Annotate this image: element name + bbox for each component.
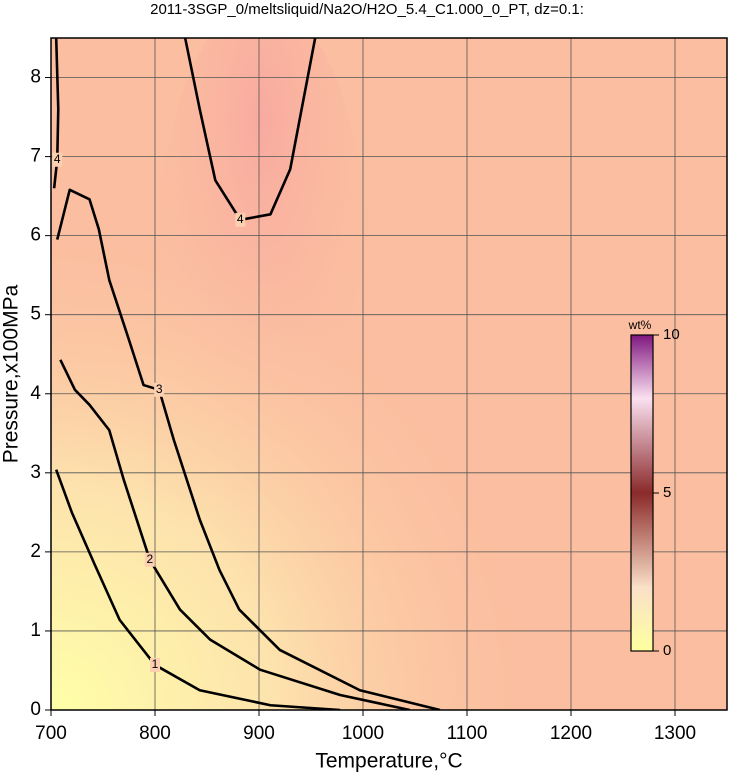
- contour-line: [54, 469, 341, 710]
- x-tick-label: 800: [139, 723, 171, 744]
- x-tick-label: 1300: [654, 723, 696, 744]
- y-tick-label: 4: [30, 383, 41, 404]
- contour-label: 4: [237, 212, 244, 226]
- y-tick-label: 1: [30, 620, 41, 641]
- y-tick-label: 2: [30, 541, 41, 562]
- y-tick-label: 8: [30, 67, 41, 88]
- colorbar-label: wt%: [628, 318, 652, 332]
- y-axis-label: Pressure,x100MPa: [0, 284, 23, 463]
- x-tick-label: 700: [35, 723, 67, 744]
- contour-label-bg: [235, 212, 246, 227]
- contour-label-bg: [144, 552, 155, 567]
- colorbar-tick-label: 5: [663, 484, 671, 501]
- x-tick-label: 1000: [342, 723, 384, 744]
- contour-label-bg: [154, 382, 165, 397]
- contour-label-bg: [52, 152, 63, 167]
- y-tick-label: 6: [30, 225, 41, 246]
- x-axis-label: Temperature,°C: [315, 750, 462, 773]
- plot-background: [51, 38, 727, 710]
- colorbar-scale: [630, 334, 654, 652]
- contour-label: 3: [156, 382, 163, 396]
- contour-label: 1: [152, 657, 159, 671]
- y-tick-label: 5: [30, 304, 41, 325]
- chart-title: 2011-3SGP_0/meltsliquid/Na2O/H2O_5.4_C1.…: [150, 1, 584, 18]
- x-tick-label: 1100: [447, 723, 488, 744]
- x-tick-label: 900: [243, 723, 275, 744]
- x-tick-label: 1200: [550, 723, 592, 744]
- contour-label: 4: [54, 152, 61, 166]
- colorbar-tick-label: 10: [663, 326, 680, 343]
- colorbar: wt% 0 5 10: [628, 318, 680, 659]
- contours: 1 2 3 4 4: [52, 38, 441, 710]
- y-tick-label: 0: [30, 699, 41, 720]
- contour-label: 2: [146, 552, 153, 566]
- contour-line: [52, 38, 60, 189]
- y-tick-label: 3: [30, 462, 41, 483]
- contour-label-bg: [150, 657, 160, 672]
- y-tick-label: 7: [30, 146, 41, 167]
- colorbar-tick-label: 0: [663, 642, 671, 659]
- plot-frame: [50, 37, 728, 711]
